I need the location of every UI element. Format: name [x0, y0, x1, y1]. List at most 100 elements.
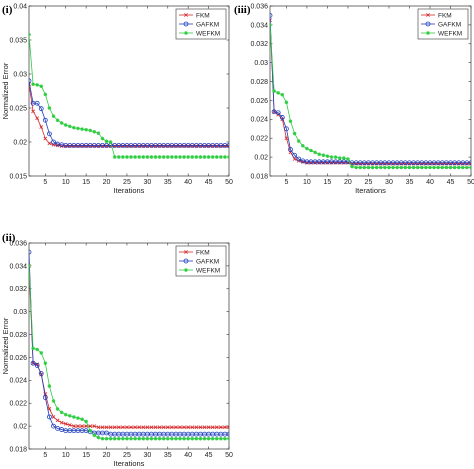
series-line-wefkm	[270, 24, 471, 168]
legend-marker	[184, 31, 188, 35]
data-point-fkm	[120, 425, 125, 430]
x-tick-label: 50	[225, 179, 233, 186]
x-tick-label: 35	[406, 179, 414, 186]
y-tick-label: 0.028	[9, 332, 27, 339]
data-point-fkm	[227, 425, 229, 430]
data-point-wefkm	[448, 165, 453, 170]
data-point-wefkm	[383, 165, 387, 170]
data-point-gafkm	[296, 156, 302, 162]
data-point-fkm	[116, 425, 121, 430]
data-point-wefkm	[153, 436, 158, 441]
data-point-fkm	[182, 425, 186, 430]
data-point-gafkm	[284, 126, 289, 132]
x-tick-label: 25	[365, 179, 373, 186]
data-point-wefkm	[313, 150, 317, 155]
data-point-wefkm	[182, 436, 186, 441]
data-point-wefkm	[419, 165, 424, 170]
data-point-wefkm	[55, 407, 60, 411]
data-point-wefkm	[39, 351, 44, 355]
data-point-wefkm	[214, 436, 219, 441]
data-point-wefkm	[202, 155, 207, 159]
x-axis-label: Iterations	[355, 186, 386, 195]
data-point-wefkm	[149, 155, 154, 159]
data-point-gafkm	[34, 363, 40, 368]
data-point-wefkm	[270, 23, 272, 27]
data-point-fkm	[206, 425, 211, 430]
data-point-gafkm	[270, 13, 273, 18]
data-point-wefkm	[108, 140, 113, 144]
data-point-wefkm	[84, 127, 88, 132]
data-point-wefkm	[227, 155, 229, 159]
data-point-wefkm	[440, 165, 445, 170]
data-point-wefkm	[133, 436, 137, 441]
data-point-wefkm	[395, 165, 399, 170]
data-point-wefkm	[125, 436, 129, 441]
data-point-gafkm	[30, 360, 36, 366]
series-group	[29, 32, 229, 159]
data-point-fkm	[55, 418, 60, 423]
data-point-wefkm	[460, 165, 465, 170]
data-point-fkm	[223, 425, 227, 430]
x-tick-label: 30	[143, 452, 151, 459]
x-tick-label: 10	[62, 179, 70, 186]
x-axis-label: Iterations	[114, 459, 145, 468]
data-point-wefkm	[342, 156, 346, 160]
data-point-fkm	[88, 424, 93, 428]
data-point-wefkm	[108, 436, 113, 441]
data-point-wefkm	[29, 264, 31, 268]
x-tick-label: 15	[324, 179, 332, 186]
data-point-wefkm	[387, 165, 391, 170]
data-point-wefkm	[145, 436, 150, 441]
legend-marker	[183, 258, 189, 264]
data-point-wefkm	[219, 436, 223, 441]
data-point-fkm	[35, 116, 40, 121]
data-point-fkm	[145, 425, 150, 430]
data-point-fkm	[186, 425, 191, 430]
data-point-wefkm	[165, 155, 170, 159]
data-point-fkm	[137, 425, 142, 430]
y-tick-label: 0.03	[254, 60, 268, 67]
data-point-fkm	[96, 425, 101, 430]
data-point-fkm	[190, 425, 195, 430]
x-tick-label: 25	[123, 452, 131, 459]
data-point-wefkm	[186, 436, 190, 441]
panel-label: (iii)	[234, 4, 251, 16]
data-point-fkm	[59, 420, 64, 425]
y-tick-label: 0.04	[13, 3, 27, 10]
data-point-gafkm	[47, 414, 52, 420]
legend-marker	[184, 268, 188, 272]
plot-area	[28, 5, 230, 177]
data-point-fkm	[194, 425, 199, 430]
data-point-wefkm	[29, 32, 31, 37]
data-point-wefkm	[276, 91, 281, 95]
data-point-wefkm	[141, 436, 146, 441]
data-point-wefkm	[129, 436, 133, 441]
series-group	[29, 249, 229, 441]
y-tick-label: 0.03	[13, 309, 27, 316]
data-point-wefkm	[157, 436, 162, 441]
data-point-gafkm	[226, 143, 229, 148]
data-point-wefkm	[161, 436, 166, 441]
data-point-wefkm	[399, 165, 404, 170]
legend-marker	[184, 250, 188, 254]
data-point-wefkm	[161, 155, 166, 159]
data-point-wefkm	[84, 419, 88, 424]
data-point-wefkm	[80, 127, 84, 131]
data-point-wefkm	[165, 436, 170, 441]
legend-label: WEFKM	[196, 30, 220, 37]
data-point-wefkm	[121, 436, 125, 441]
data-point-wefkm	[68, 124, 72, 129]
data-point-wefkm	[456, 165, 461, 170]
data-point-wefkm	[68, 414, 72, 418]
data-point-wefkm	[137, 436, 142, 441]
x-tick-label: 5	[43, 179, 47, 186]
data-point-gafkm	[34, 100, 40, 106]
legend: FKM GAFKM WEFKM	[417, 8, 469, 40]
x-tick-label: 45	[205, 452, 213, 459]
data-point-wefkm	[43, 92, 48, 97]
legend-label: GAFKM	[438, 21, 461, 28]
y-tick-label: 0.022	[9, 401, 27, 408]
data-point-wefkm	[280, 92, 285, 97]
data-point-wefkm	[407, 165, 412, 170]
data-point-wefkm	[337, 156, 342, 160]
